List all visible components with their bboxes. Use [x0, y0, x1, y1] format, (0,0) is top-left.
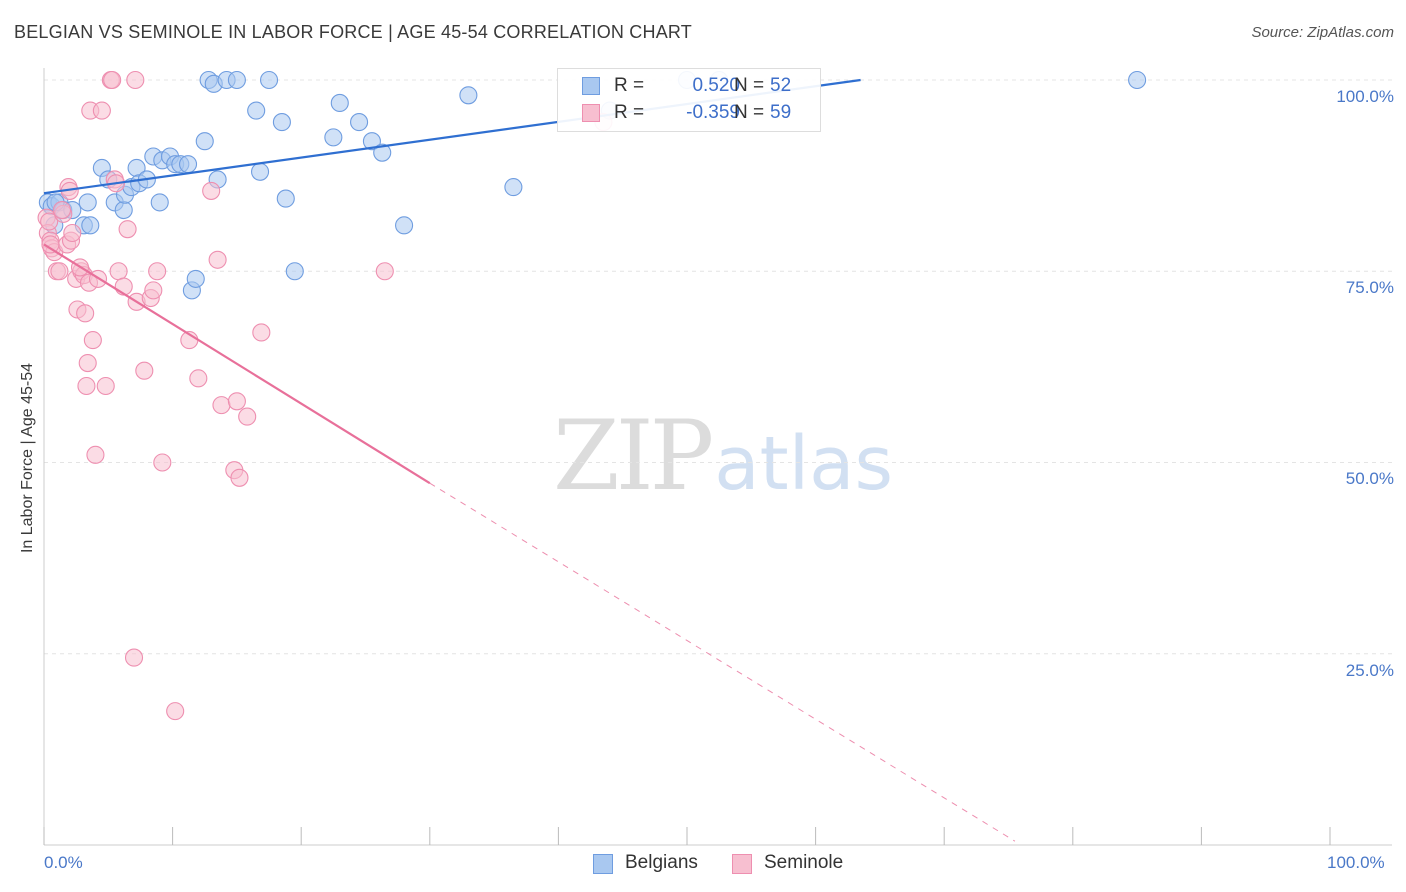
- belgians-point-39: [324, 128, 343, 147]
- belgians-point-46: [504, 178, 523, 197]
- seminole-point-34: [118, 220, 137, 239]
- seminole-point-42: [153, 453, 172, 472]
- seminole-point-45: [189, 369, 208, 388]
- legend-n-label: N =: [734, 102, 765, 123]
- seminole-point-47: [208, 250, 227, 269]
- seminole-point-55: [52, 201, 72, 220]
- seminole-point-26: [92, 101, 111, 120]
- y-tick-label-25: 25.0%: [1345, 661, 1394, 680]
- seminole-point-2: [40, 212, 59, 231]
- seminole-point-54: [375, 262, 394, 281]
- legend-swatch-seminole: [582, 104, 600, 122]
- belgians-point-50: [1128, 70, 1147, 90]
- legend-r-value-seminole: -0.359: [686, 102, 740, 123]
- belgians-point-45: [459, 86, 478, 105]
- belgians-point-26: [186, 269, 205, 288]
- legend-n-value-seminole: 59: [770, 102, 792, 123]
- chart-title: BELGIAN VS SEMINOLE IN LABOR FORCE | AGE…: [14, 22, 692, 42]
- legend-n-label: N =: [734, 75, 765, 96]
- seminole-point-13: [63, 223, 82, 243]
- y-tick-label-50: 50.0%: [1345, 469, 1394, 488]
- seminole-point-35: [124, 648, 144, 667]
- source-credit: Source: ZipAtlas.com: [1251, 24, 1394, 41]
- seminole-point-43: [166, 702, 185, 721]
- seminole-point-51: [230, 468, 249, 487]
- belgians-point-43: [373, 143, 392, 162]
- seminole-point-38: [135, 361, 154, 380]
- belgians-point-27: [195, 132, 214, 151]
- seminole-point-27: [96, 376, 115, 396]
- belgians-point-12: [114, 201, 133, 220]
- x-tick-label-0: 0.0%: [44, 853, 83, 872]
- seminole-point-56: [41, 235, 60, 254]
- seminole-point-18: [76, 304, 95, 323]
- seminole-point-40: [144, 281, 163, 300]
- seminole-trend-line: [43, 243, 431, 485]
- seminole-point-23: [83, 331, 102, 350]
- belgians-point-20: [150, 193, 169, 212]
- seminole-point-24: [86, 445, 105, 464]
- seminole-point-32: [109, 262, 128, 281]
- belgians-point-32: [227, 70, 246, 90]
- belgians-point-44: [395, 216, 414, 235]
- legend-r-label: R =: [614, 75, 645, 96]
- belgians-point-36: [272, 113, 291, 132]
- seminole-point-33: [114, 277, 133, 296]
- y-axis-label: In Labor Force | Age 45-54: [19, 362, 36, 554]
- belgians-point-35: [259, 70, 279, 90]
- bottom-swatch-belgians: [593, 854, 613, 874]
- seminole-point-53: [252, 323, 271, 342]
- bottom-legend-label-seminole: Seminole: [764, 852, 844, 873]
- seminole-point-46: [202, 181, 221, 200]
- seminole-point-19: [77, 376, 96, 396]
- y-tick-label-100: 100.0%: [1336, 87, 1394, 106]
- belgians-point-8: [81, 216, 100, 235]
- legend-n-value-belgians: 52: [770, 75, 792, 96]
- belgians-point-38: [285, 262, 304, 281]
- stats-legend: R = 0.520 N = 52 R = -0.359 N = 59: [557, 68, 821, 132]
- seminole-trend-line-extension: [429, 482, 1016, 842]
- legend-swatch-belgians: [582, 77, 600, 95]
- belgians-point-24: [178, 155, 198, 174]
- belgians-point-33: [247, 101, 266, 120]
- belgians-point-7: [78, 193, 97, 212]
- belgians-point-34: [250, 162, 270, 181]
- seminole-point-29: [103, 70, 122, 90]
- seminole-point-20: [78, 353, 97, 373]
- belgians-point-41: [350, 113, 369, 132]
- x-tick-label-100: 100.0%: [1327, 853, 1385, 872]
- bottom-swatch-seminole: [732, 854, 752, 874]
- seminole-point-41: [148, 262, 167, 281]
- y-tick-label-75: 75.0%: [1345, 278, 1394, 297]
- legend-r-value-belgians: 0.520: [692, 75, 740, 96]
- belgians-point-40: [330, 93, 349, 112]
- seminole-point-48: [212, 396, 231, 415]
- seminole-point-36: [126, 70, 145, 90]
- bottom-legend-label-belgians: Belgians: [625, 852, 698, 873]
- seminole-point-50: [227, 392, 246, 411]
- seminole-point-52: [238, 407, 257, 426]
- legend-r-label: R =: [614, 102, 645, 123]
- seminole-point-7: [50, 262, 69, 281]
- belgians-point-37: [276, 189, 295, 208]
- belgians-point-42: [362, 132, 381, 151]
